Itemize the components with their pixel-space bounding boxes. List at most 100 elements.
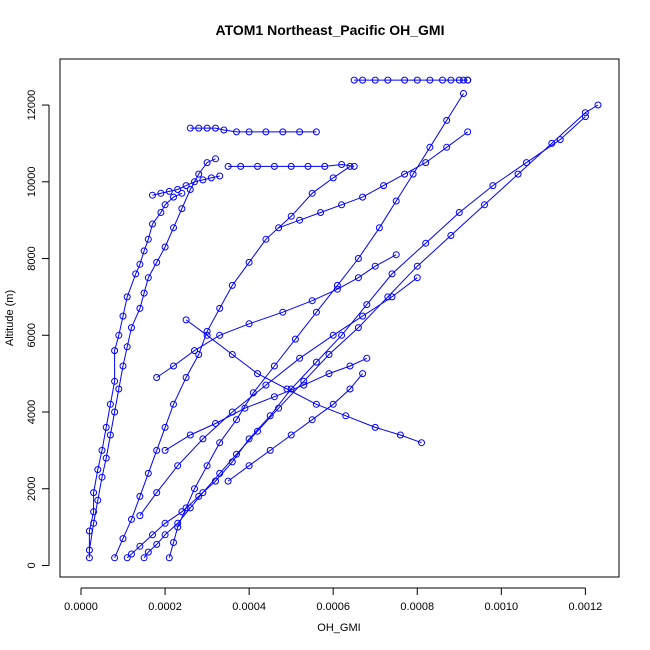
series-line bbox=[228, 163, 355, 167]
data-point bbox=[216, 469, 224, 477]
data-point bbox=[275, 404, 283, 412]
data-point bbox=[245, 320, 253, 328]
x-tick-label: 0.0006 bbox=[316, 601, 350, 613]
data-point bbox=[94, 496, 102, 504]
series-12 bbox=[350, 76, 472, 84]
data-point bbox=[161, 243, 169, 251]
data-point bbox=[102, 454, 110, 462]
data-point bbox=[233, 416, 240, 424]
data-point bbox=[287, 212, 295, 220]
data-point bbox=[186, 431, 194, 439]
data-point bbox=[422, 159, 430, 167]
data-point bbox=[119, 312, 127, 320]
data-point bbox=[161, 423, 169, 431]
data-point bbox=[481, 201, 488, 209]
data-point bbox=[119, 362, 127, 370]
data-point bbox=[195, 351, 203, 358]
data-point bbox=[140, 247, 148, 255]
data-point bbox=[119, 535, 127, 543]
data-point bbox=[317, 209, 325, 216]
data-point bbox=[443, 143, 451, 151]
data-point bbox=[279, 128, 287, 136]
data-point bbox=[170, 193, 177, 201]
data-point bbox=[153, 540, 161, 548]
data-point bbox=[94, 466, 102, 474]
data-point bbox=[388, 293, 396, 301]
data-point bbox=[338, 161, 346, 168]
data-point bbox=[182, 504, 190, 512]
data-point bbox=[170, 400, 177, 408]
data-point bbox=[85, 546, 93, 554]
data-point bbox=[325, 370, 333, 378]
data-point bbox=[153, 489, 161, 497]
y-tick-label: 4000 bbox=[26, 400, 38, 424]
data-point bbox=[212, 420, 219, 427]
data-point bbox=[296, 128, 304, 136]
data-point bbox=[98, 473, 106, 481]
y-tick-label: 0 bbox=[26, 562, 38, 568]
data-point bbox=[123, 343, 131, 351]
data-point bbox=[312, 400, 320, 408]
data-point bbox=[203, 462, 211, 470]
data-point bbox=[161, 519, 169, 527]
data-point bbox=[287, 431, 295, 439]
data-point bbox=[199, 435, 207, 443]
data-point bbox=[254, 427, 261, 435]
data-point bbox=[195, 124, 203, 132]
data-point bbox=[216, 331, 224, 339]
x-tick-label: 0.0002 bbox=[148, 601, 182, 613]
data-point bbox=[312, 358, 320, 366]
data-point bbox=[140, 289, 148, 297]
x-tick-label: 0.0012 bbox=[569, 601, 603, 613]
data-point bbox=[140, 554, 148, 562]
data-point bbox=[287, 162, 295, 170]
data-point bbox=[581, 113, 589, 121]
data-point bbox=[149, 220, 156, 228]
data-point bbox=[149, 191, 156, 199]
series-line bbox=[227, 373, 363, 482]
data-point bbox=[136, 304, 144, 312]
data-point bbox=[321, 162, 329, 170]
data-point bbox=[195, 170, 203, 178]
data-point bbox=[460, 90, 467, 97]
data-point bbox=[203, 327, 211, 335]
data-point bbox=[115, 385, 123, 393]
data-point bbox=[212, 124, 219, 132]
data-point bbox=[136, 260, 144, 268]
data-point bbox=[346, 385, 354, 393]
series-line bbox=[88, 192, 183, 558]
data-point bbox=[270, 162, 278, 170]
data-point bbox=[300, 381, 308, 389]
data-point bbox=[132, 270, 140, 278]
data-point bbox=[254, 370, 261, 378]
data-point bbox=[409, 170, 417, 178]
data-point bbox=[90, 508, 98, 516]
series-13 bbox=[186, 124, 320, 136]
series-line bbox=[88, 158, 216, 551]
y-tick-label: 2000 bbox=[26, 477, 38, 501]
data-point bbox=[224, 162, 232, 170]
data-point bbox=[380, 182, 388, 190]
series-line bbox=[185, 319, 422, 444]
data-point bbox=[447, 232, 455, 239]
data-point bbox=[153, 446, 161, 454]
x-tick-label: 0.0000 bbox=[64, 601, 98, 613]
plot-area bbox=[59, 58, 620, 578]
data-point bbox=[359, 76, 367, 84]
series-7 bbox=[136, 274, 421, 520]
data-point bbox=[128, 515, 135, 523]
data-point bbox=[548, 139, 556, 147]
data-point bbox=[111, 554, 119, 562]
data-point bbox=[128, 550, 135, 558]
data-point bbox=[422, 239, 430, 247]
data-point bbox=[266, 446, 274, 454]
data-point bbox=[161, 531, 169, 539]
data-point bbox=[350, 76, 358, 84]
data-point bbox=[401, 170, 409, 178]
data-point bbox=[363, 301, 371, 309]
data-point bbox=[300, 377, 308, 385]
data-point bbox=[363, 354, 371, 362]
data-point bbox=[460, 76, 467, 84]
series-line bbox=[152, 175, 220, 196]
